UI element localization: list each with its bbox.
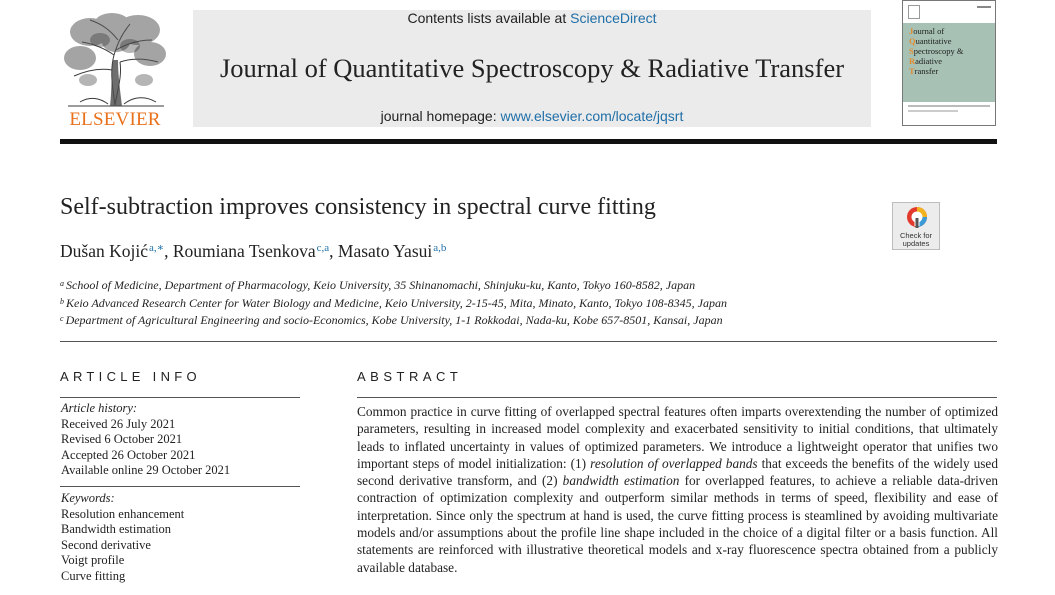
contents-availability: Contents lists available at ScienceDirec… bbox=[193, 10, 871, 26]
affiliation-mark: c bbox=[60, 314, 64, 323]
abstract-segment: Common practice in curve fitting of over… bbox=[357, 404, 998, 471]
abstract-segment: that exceeds the benefits of the widely … bbox=[357, 455, 998, 489]
history-item: Revised 6 October 2021 bbox=[61, 432, 183, 446]
abstract-emphasis: resolution of overlapped bands bbox=[590, 455, 758, 471]
affiliation-mark: b bbox=[60, 296, 64, 306]
elsevier-tree-logo bbox=[60, 10, 170, 132]
author-name[interactable]: Masato Yasui bbox=[337, 241, 433, 261]
cover-footer-line bbox=[908, 105, 990, 107]
cover-title-line: Spectroscopy & bbox=[909, 46, 964, 56]
crossmark-icon bbox=[907, 207, 927, 228]
abstract-heading: ABSTRACT bbox=[357, 369, 463, 384]
keyword[interactable]: Second derivative bbox=[61, 537, 151, 552]
affiliation-mark: a bbox=[60, 279, 64, 288]
cover-title-line: Quantitative bbox=[909, 36, 952, 46]
cover-title-line: Journal of bbox=[909, 26, 945, 36]
journal-homepage: journal homepage: www.elsevier.com/locat… bbox=[193, 108, 871, 124]
cover-title-line: Radiative bbox=[909, 56, 943, 66]
author-affiliation-marks[interactable]: a,∗ bbox=[148, 242, 165, 254]
history-item: Available online 29 October 2021 bbox=[61, 463, 231, 477]
cover-header bbox=[903, 1, 995, 23]
abstract-emphasis: bandwidth estimation bbox=[562, 473, 680, 489]
header-divider bbox=[60, 139, 997, 144]
section-divider bbox=[60, 341, 997, 342]
article-history: Article history: Received 26 July 2021 R… bbox=[61, 401, 230, 479]
keyword[interactable]: Voigt profile bbox=[61, 553, 125, 567]
publisher-name: ELSEVIER bbox=[69, 109, 161, 130]
affiliation-text: School of Medicine, Department of Pharma… bbox=[66, 278, 696, 292]
journal-masthead: Contents lists available at ScienceDirec… bbox=[193, 10, 871, 127]
abstract-divider bbox=[357, 397, 997, 398]
keywords-divider bbox=[60, 486, 300, 487]
cover-band: Journal of Quantitative Spectroscopy & R… bbox=[903, 23, 995, 102]
author-affiliation-marks[interactable]: c,a bbox=[316, 242, 330, 254]
cover-title: Journal of Quantitative Spectroscopy & R… bbox=[909, 26, 993, 76]
sciencedirect-link[interactable]: ScienceDirect bbox=[570, 10, 657, 26]
homepage-prefix: journal homepage: bbox=[380, 108, 501, 124]
affiliation: b Keio Advanced Research Center for Water… bbox=[60, 294, 727, 312]
cover-title-line: Transfer bbox=[909, 66, 939, 76]
affiliation: a School of Medicine, Department of Pharm… bbox=[60, 276, 727, 294]
keyword[interactable]: Curve fitting bbox=[61, 568, 126, 583]
homepage-link[interactable]: www.elsevier.com/locate/jqsrt bbox=[500, 108, 684, 124]
author-separator: , bbox=[329, 241, 338, 261]
author-list: Dušan Kojića,∗, Roumiana Tsenkovac,a, Ma… bbox=[60, 241, 446, 262]
affiliation-text: Department of Agricultural Engineering a… bbox=[65, 313, 723, 327]
author-affiliation-marks[interactable]: a,b bbox=[433, 242, 447, 254]
cover-footer-line bbox=[908, 110, 958, 112]
history-label: Article history: bbox=[61, 401, 138, 415]
history-item: Received 26 July 2021 bbox=[61, 416, 176, 431]
keywords: Keywords: Resolution enhancement Bandwid… bbox=[61, 491, 184, 584]
abstract-segment: for overlapped features, to achieve a re… bbox=[357, 473, 999, 575]
article-info-divider bbox=[60, 397, 300, 398]
keyword[interactable]: Bandwidth estimation bbox=[61, 522, 172, 536]
affiliation: c Department of Agricultural Engineering … bbox=[60, 311, 727, 329]
check-for-updates-label: Check for updates bbox=[899, 231, 933, 248]
author-name[interactable]: Dušan Kojić bbox=[60, 241, 148, 261]
author-separator: , bbox=[164, 241, 173, 261]
contents-prefix: Contents lists available at bbox=[407, 10, 571, 26]
article-info-heading: ARTICLE INFO bbox=[60, 369, 201, 384]
cover-emblem-icon bbox=[908, 5, 920, 19]
journal-title: Journal of Quantitative Spectroscopy & R… bbox=[219, 53, 845, 83]
journal-cover-thumbnail[interactable]: Journal of Quantitative Spectroscopy & R… bbox=[902, 0, 996, 126]
article-title: Self-subtraction improves consistency in… bbox=[60, 194, 656, 220]
author-name[interactable]: Roumiana Tsenkova bbox=[172, 241, 316, 261]
keywords-label: Keywords: bbox=[61, 491, 115, 505]
keyword[interactable]: Resolution enhancement bbox=[61, 506, 185, 521]
history-item: Accepted 26 October 2021 bbox=[61, 447, 196, 462]
cover-tag bbox=[977, 6, 991, 8]
abstract-body: Common practice in curve fitting of over… bbox=[357, 403, 998, 576]
check-for-updates-button[interactable]: Check for updates bbox=[892, 202, 940, 250]
affiliation-text: Keio Advanced Research Center for Water … bbox=[66, 295, 728, 310]
affiliation-list: a School of Medicine, Department of Pharm… bbox=[60, 276, 727, 329]
